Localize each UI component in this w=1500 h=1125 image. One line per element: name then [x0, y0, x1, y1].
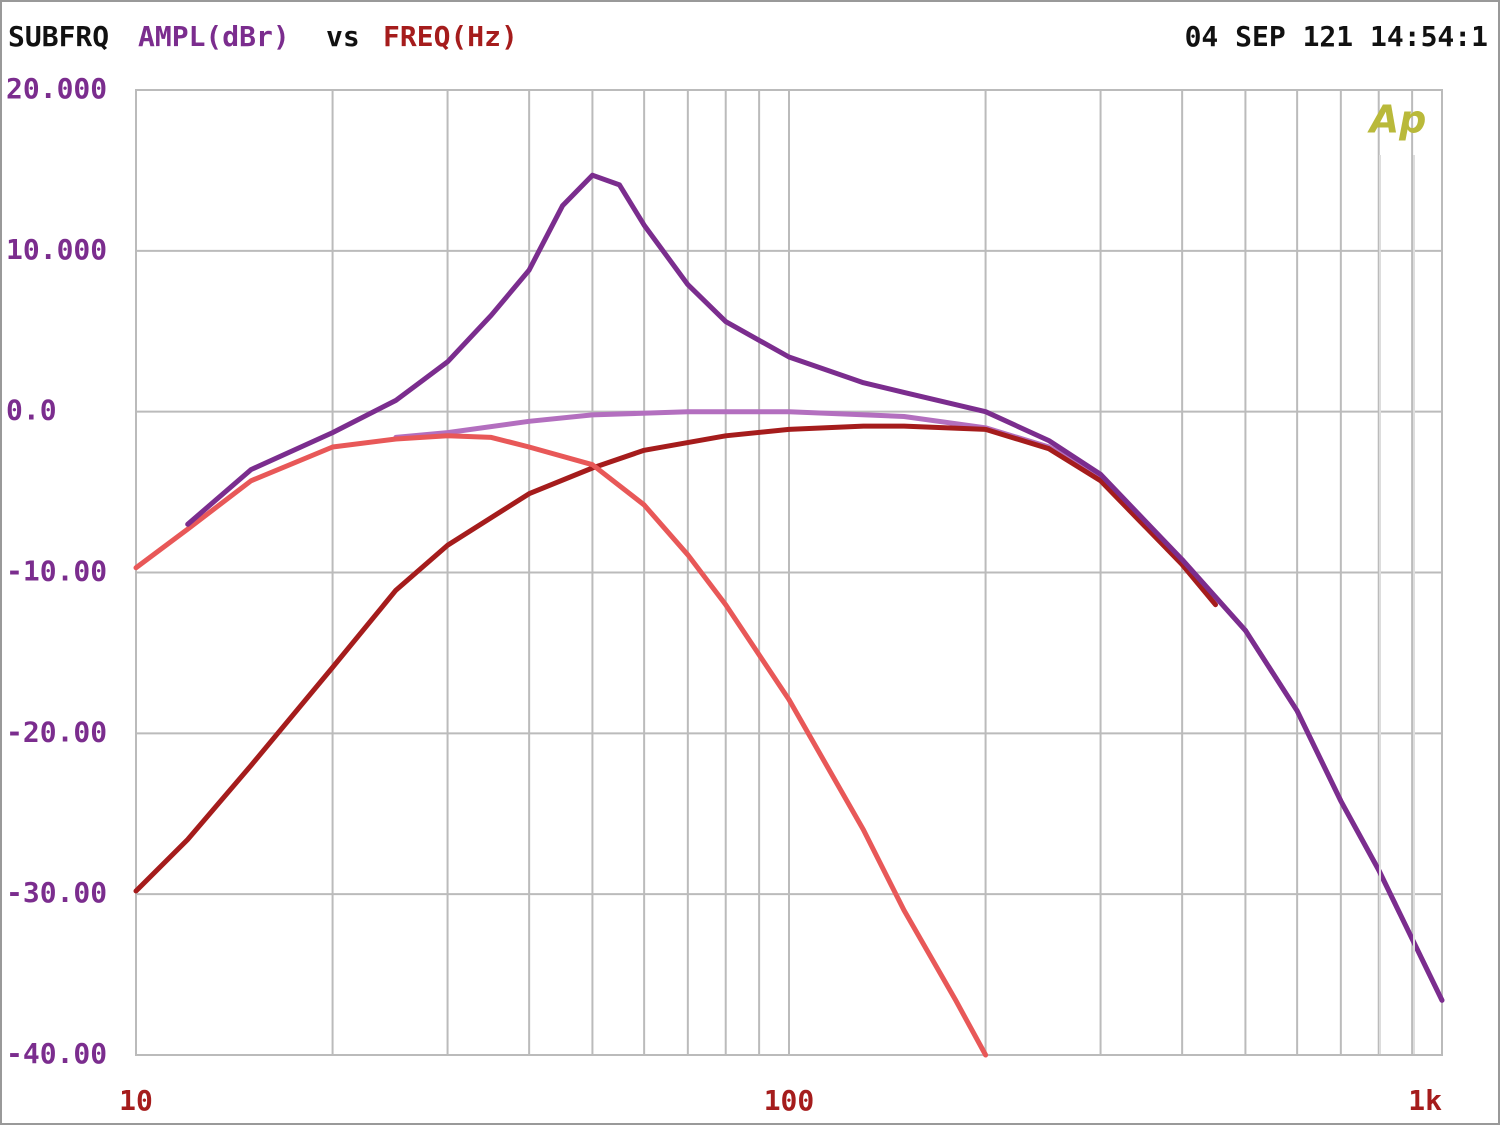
timestamp: 04 SEP 121 14:54:1	[1185, 20, 1488, 53]
series-line	[133, 433, 989, 1058]
x-tick-label: 100	[764, 1084, 815, 1117]
y-tick-label: -10.00	[6, 555, 107, 588]
chart-title: SUBFRQ	[8, 20, 109, 53]
y-tick-label: 0.0	[6, 394, 57, 427]
y-tick-label: -30.00	[6, 876, 107, 909]
x-tick-label: 1k	[1408, 1084, 1442, 1117]
y-axis-label: AMPL(dBr)	[138, 20, 290, 53]
series-line	[185, 172, 1445, 1003]
title-joiner: vs	[326, 20, 360, 53]
y-tick-label: -40.00	[6, 1037, 107, 1070]
logo: Ap	[1367, 98, 1427, 142]
grid	[135, 89, 1443, 1056]
x-axis-label: FREQ(Hz)	[383, 20, 518, 53]
series-line	[133, 423, 1218, 894]
x-tick-label: 10	[119, 1084, 153, 1117]
y-tick-label: 10.000	[6, 233, 107, 266]
lines	[133, 172, 1445, 1058]
y-tick-label: 20.000	[6, 72, 107, 105]
y-tick-label: -20.00	[6, 715, 107, 748]
